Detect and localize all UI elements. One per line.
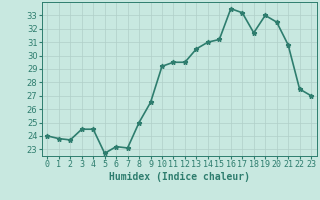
X-axis label: Humidex (Indice chaleur): Humidex (Indice chaleur): [109, 172, 250, 182]
